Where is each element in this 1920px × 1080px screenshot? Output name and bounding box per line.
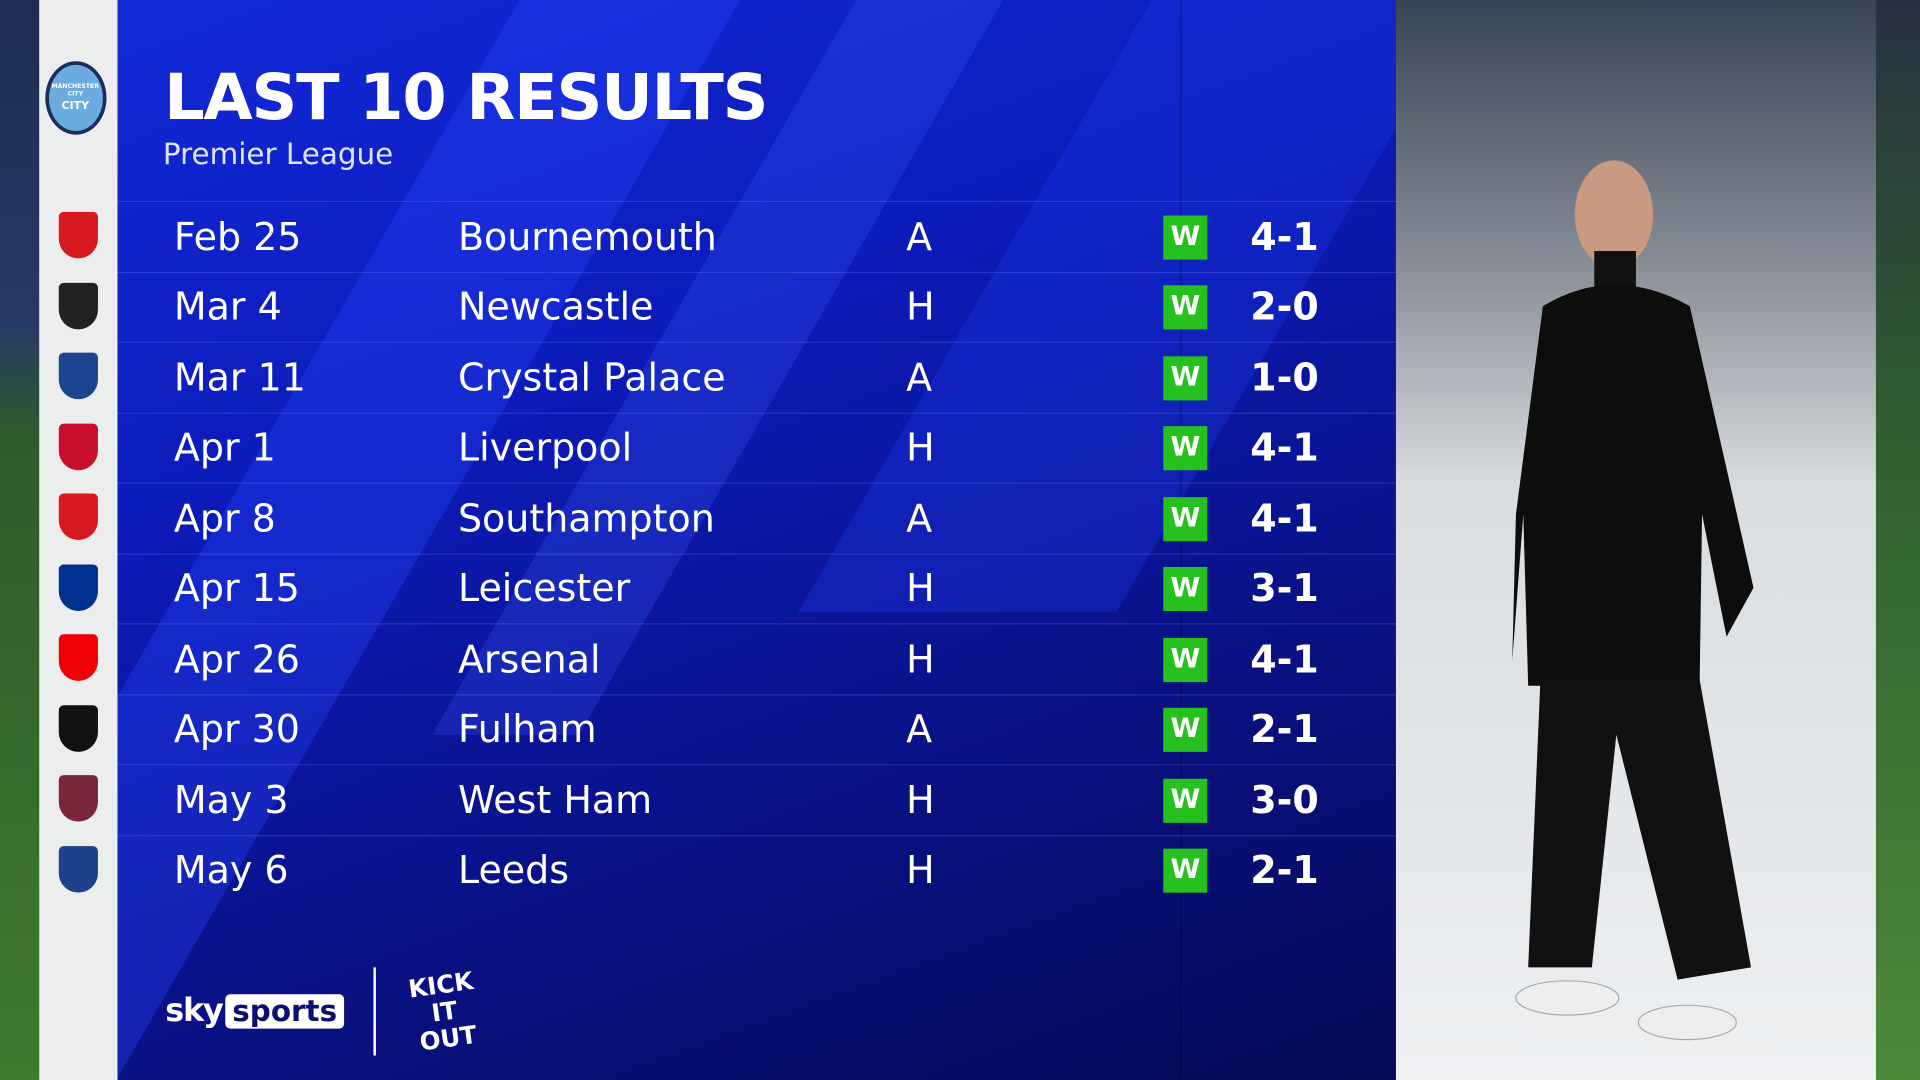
opponent-name: Crystal Palace: [457, 355, 726, 400]
manager-figure: [1512, 160, 1754, 1041]
venue: H: [906, 637, 935, 682]
stadium-background-left: [0, 0, 40, 1080]
result-row: Apr 15 Leicester H W 3-1: [117, 552, 1396, 624]
result-badge: W: [1163, 426, 1208, 471]
result-row: Apr 30 Fulham A W 2-1: [117, 693, 1396, 765]
score: 3-1: [1250, 566, 1319, 612]
match-date: Mar 11: [173, 355, 306, 400]
venue: H: [906, 778, 935, 823]
result-badge: W: [1163, 496, 1208, 541]
opponent-name: Fulham: [457, 707, 597, 752]
result-badge: W: [1163, 637, 1208, 682]
match-date: Apr 8: [173, 496, 276, 541]
match-date: May 3: [173, 778, 289, 823]
result-row: Feb 25 Bournemouth A W 4-1: [117, 200, 1396, 272]
opponent-crest-shield: [58, 775, 98, 822]
match-date: Apr 26: [173, 637, 300, 682]
score: 2-0: [1250, 285, 1319, 330]
opponent-name: Newcastle: [457, 285, 654, 330]
man-city-crest-circle: Manchester City CITY: [44, 61, 106, 135]
result-row: May 3 West Ham H W 3-0: [117, 764, 1396, 835]
result-badge: W: [1163, 778, 1208, 823]
stadium-background-right: [1875, 0, 1920, 1080]
result-badge: W: [1163, 566, 1208, 612]
opponent-crest-icon: [51, 208, 105, 262]
opponent-name: West Ham: [457, 778, 653, 823]
team-name: Manchester City: [51, 83, 99, 98]
opponent-crest-icon: [51, 631, 105, 685]
venue: A: [906, 496, 933, 541]
score: 3-0: [1250, 778, 1319, 823]
page-title: LAST 10 RESULTS: [164, 61, 768, 135]
result-row: Apr 8 Southampton A W 4-1: [117, 482, 1396, 553]
opponent-crest-shield: [58, 634, 98, 681]
result-badge: W: [1163, 707, 1208, 752]
crest-column: Manchester City CITY: [39, 0, 118, 1080]
crest-text: CITY: [61, 100, 90, 113]
opponent-crest-shield: [58, 282, 98, 329]
opponent-name: Liverpool: [457, 426, 633, 471]
logo-separator: [373, 967, 377, 1056]
match-date: Apr 30: [173, 707, 300, 752]
man-city-crest-icon: Manchester City CITY: [44, 61, 106, 135]
opponent-crest-icon: [51, 701, 105, 755]
opponent-crest-shield: [58, 211, 98, 259]
result-row: May 6 Leeds H W 2-1: [117, 834, 1396, 905]
opponent-crest-icon: [51, 419, 105, 473]
match-date: Feb 25: [173, 214, 302, 259]
score: 4-1: [1250, 637, 1319, 682]
opponent-crest-shield: [58, 845, 98, 893]
score: 2-1: [1250, 848, 1319, 893]
sports-logo: sports: [224, 994, 345, 1029]
match-date: Apr 1: [173, 426, 276, 471]
opponent-crest-icon: [51, 771, 105, 825]
score: 4-1: [1250, 426, 1319, 471]
opponent-crest-shield: [58, 563, 98, 611]
match-date: May 6: [173, 848, 289, 893]
venue: H: [906, 285, 935, 330]
venue: A: [906, 214, 933, 259]
opponent-crest-icon: [51, 490, 105, 544]
result-badge: W: [1163, 848, 1208, 893]
result-badge: W: [1163, 214, 1208, 259]
result-badge: W: [1163, 285, 1208, 330]
result-row: Mar 4 Newcastle H W 2-0: [117, 271, 1396, 342]
opponent-name: Bournemouth: [457, 214, 717, 259]
manager-photo: [1395, 0, 1920, 1080]
result-row: Apr 26 Arsenal H W 4-1: [117, 623, 1396, 694]
kick-it-out-logo: KICK IT OUT: [406, 965, 480, 1057]
opponent-crest-icon: [51, 349, 105, 403]
result-row: Apr 1 Liverpool H W 4-1: [117, 412, 1396, 483]
venue: A: [906, 707, 933, 752]
score: 2-1: [1250, 707, 1319, 752]
opponent-name: Leeds: [457, 848, 570, 893]
opponent-crest-shield: [58, 423, 98, 470]
venue: H: [906, 566, 935, 612]
opponent-crest-icon: [51, 560, 105, 614]
opponent-crest-shield: [58, 352, 98, 400]
venue: H: [906, 426, 935, 471]
score: 4-1: [1250, 496, 1319, 541]
competition-subtitle: Premier League: [162, 137, 394, 172]
sky-logo: sky: [165, 993, 223, 1030]
broadcaster-logos: sky sports KICK IT OUT: [165, 966, 484, 1057]
match-date: Apr 15: [173, 566, 300, 612]
opponent-name: Leicester: [457, 566, 631, 612]
result-badge: W: [1163, 355, 1208, 400]
match-date: Mar 4: [173, 285, 282, 330]
opponent-crest-shield: [58, 704, 98, 752]
opponent-crest-shield: [58, 493, 98, 541]
result-row: Mar 11 Crystal Palace A W 1-0: [117, 341, 1396, 413]
opponent-crest-icon: [51, 842, 105, 896]
opponent-name: Arsenal: [457, 637, 601, 682]
score: 1-0: [1250, 355, 1319, 400]
venue: A: [906, 355, 933, 400]
opponent-name: Southampton: [457, 496, 715, 541]
opponent-crest-icon: [51, 279, 105, 333]
score: 4-1: [1250, 214, 1319, 259]
venue: H: [906, 848, 935, 893]
